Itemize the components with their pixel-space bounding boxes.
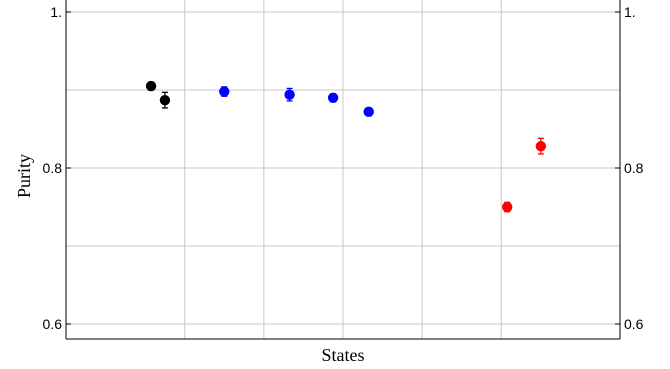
grid-layer bbox=[66, 0, 620, 339]
data-point bbox=[363, 106, 374, 118]
data-point bbox=[284, 89, 295, 100]
data-point bbox=[327, 92, 339, 104]
x-axis-title: States bbox=[322, 345, 365, 365]
left-tick-label: 1. bbox=[50, 4, 62, 20]
axes-layer: 0.6 0.6 0.8 0.8 1. 1. bbox=[43, 0, 644, 340]
data-point bbox=[159, 94, 171, 106]
points-layer bbox=[145, 80, 547, 213]
left-tick-label: 0.8 bbox=[43, 160, 63, 176]
data-point bbox=[145, 80, 157, 92]
data-point bbox=[219, 86, 230, 97]
data-point bbox=[502, 201, 513, 213]
data-point bbox=[535, 140, 547, 152]
right-tick-label: 0.8 bbox=[624, 160, 644, 176]
y-axis-title: Purity bbox=[14, 154, 34, 198]
right-tick-label: 1. bbox=[624, 4, 636, 20]
left-tick-label: 0.6 bbox=[43, 316, 63, 332]
right-tick-label: 0.6 bbox=[624, 316, 644, 332]
